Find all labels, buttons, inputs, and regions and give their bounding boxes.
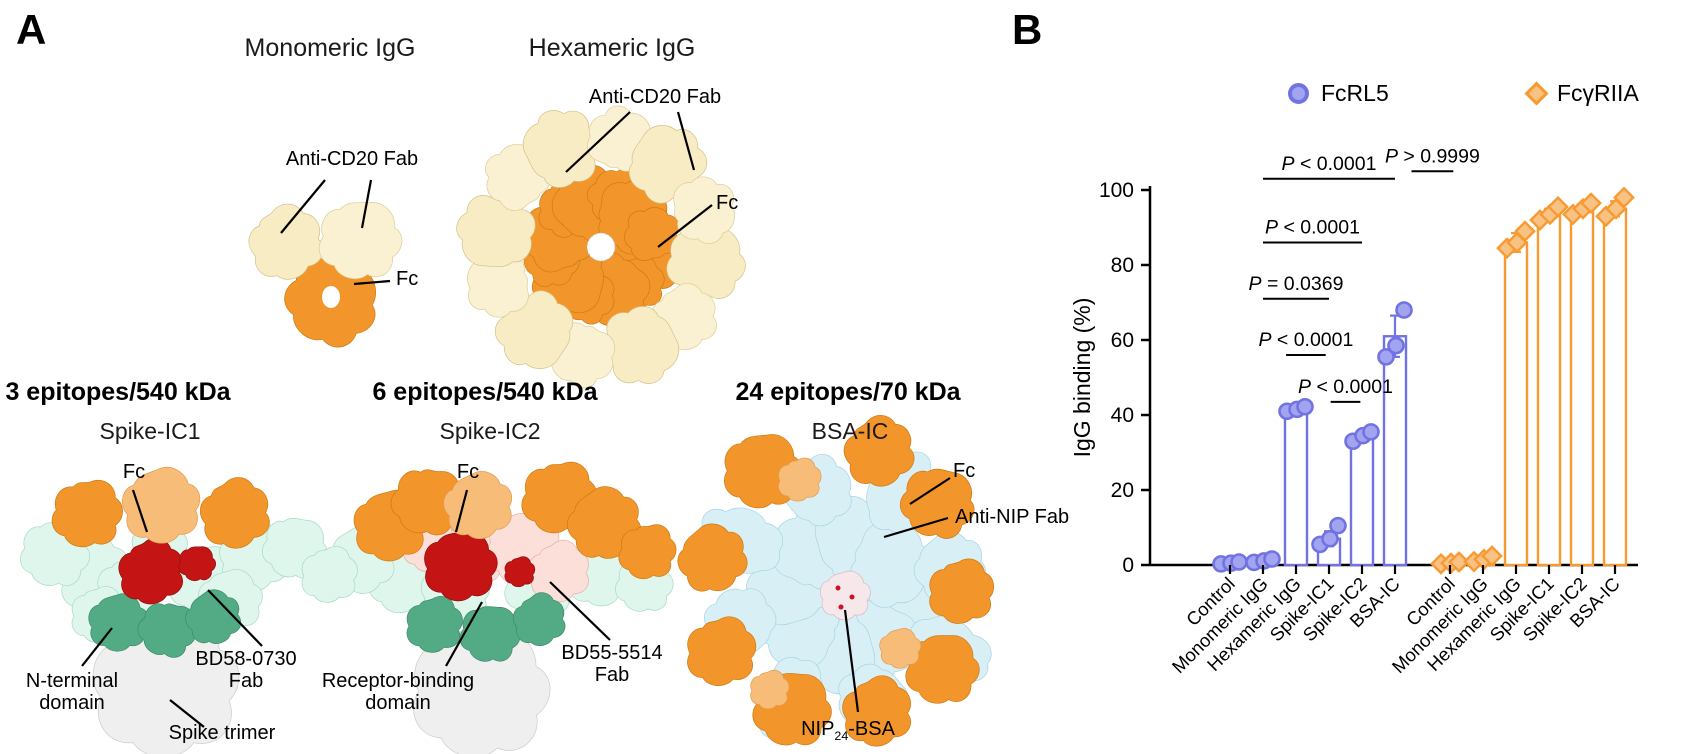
- point-FcγRIIA-Spike-IC2: [1580, 192, 1602, 215]
- bar-FcRL5-Hexameric IgG: [1283, 408, 1309, 567]
- ic1-bd58-fab-label: BD58-0730 Fab: [195, 648, 297, 693]
- p-value-label: P > 0.9999: [1385, 145, 1480, 167]
- point-FcRL5-Monomeric IgG: [1263, 550, 1281, 568]
- ic1-spike-trimer-label: Spike trimer: [168, 722, 276, 744]
- point-FcRL5-BSA-IC: [1387, 336, 1405, 355]
- bar-FcγRIIA-BSA-IC: [1602, 207, 1628, 567]
- point-FcγRIIA-Monomeric IgG: [1481, 545, 1503, 567]
- ic1-ntd-label: N-terminal domain: [25, 670, 119, 715]
- nip-suffix: -BSA: [848, 718, 895, 740]
- panel-b-letter: B: [1012, 6, 1043, 53]
- bar-FcγRIIA-Spike-IC2: [1569, 207, 1595, 567]
- legend-item-fcrl5: FcRL5: [1288, 80, 1389, 107]
- bsa-anti-nip-fab-label: Anti-NIP Fab: [955, 506, 1070, 528]
- hexameric-igg-title: Hexameric IgG: [528, 34, 696, 62]
- point-FcRL5-BSA-IC: [1395, 301, 1413, 319]
- point-FcγRIIA-Spike-IC1: [1547, 195, 1569, 218]
- y-tick-label: 100: [1099, 179, 1134, 202]
- hex-anti-cd20-fab-label: Anti-CD20 Fab: [588, 86, 722, 108]
- mono-fc-label: Fc: [396, 268, 419, 290]
- point-FcRL5-Spike-IC1: [1329, 516, 1347, 535]
- ic2-bd55-fab-label: BD55-5514 Fab: [561, 642, 663, 687]
- p-value-label: P < 0.0001: [1298, 376, 1393, 398]
- spike-ic2-title: Spike-IC2: [439, 418, 541, 444]
- y-tick-label: 60: [1111, 329, 1134, 352]
- bsa-ic-structure: [666, 406, 1002, 754]
- bsa-ic-title: BSA-IC: [811, 418, 889, 444]
- legend-label-fcgriia: FcγRIIA: [1557, 80, 1639, 106]
- ic1-fc-label: Fc: [122, 461, 146, 483]
- p-value-label: P < 0.0001: [1258, 329, 1353, 351]
- bsa-ic-heading: 24 epitopes/70 kDa: [735, 378, 961, 406]
- spike-ic2-heading: 6 epitopes/540 kDa: [372, 378, 598, 406]
- point-FcRL5-BSA-IC: [1377, 348, 1395, 366]
- y-tick-label: 20: [1111, 479, 1134, 502]
- spike-ic1-heading: 3 epitopes/540 kDa: [5, 378, 231, 406]
- bar-FcγRIIA-Hexameric IgG: [1503, 241, 1529, 567]
- bar-FcRL5-Spike-IC2: [1349, 434, 1375, 567]
- spike-ic1-title: Spike-IC1: [99, 418, 201, 444]
- monomeric-igg-structure: [238, 189, 412, 366]
- monomeric-igg-title: Monomeric IgG: [244, 34, 416, 62]
- y-tick-label: 80: [1111, 254, 1134, 277]
- legend-item-fcgriia: FcγRIIA: [1524, 80, 1639, 107]
- nip-prefix: NIP: [801, 718, 835, 740]
- molecular-diagram: [11, 93, 1002, 754]
- bsa-nip-bsa-label: NIP24-BSA: [801, 718, 895, 744]
- y-tick-label: 0: [1122, 554, 1134, 577]
- p-value-label: P < 0.0001: [1282, 153, 1377, 175]
- bar-FcRL5-BSA-IC: [1382, 335, 1408, 567]
- point-FcRL5-Hexameric IgG: [1296, 397, 1314, 416]
- nip-subscript: 24: [834, 729, 849, 743]
- point-FcγRIIA-Hexameric IgG: [1514, 220, 1536, 243]
- point-FcRL5-Control: [1230, 553, 1248, 571]
- p-value-label: P < 0.0001: [1265, 217, 1360, 239]
- fcrl5-circle-marker-icon: [1288, 83, 1309, 104]
- ic2-fc-label: Fc: [456, 461, 480, 483]
- ic2-rbd-label: Receptor-binding domain: [321, 670, 475, 715]
- point-FcγRIIA-BSA-IC: [1613, 186, 1635, 209]
- bar-FcγRIIA-Spike-IC1: [1536, 213, 1562, 567]
- leader-lines: [81, 111, 951, 728]
- y-axis-title: IgG binding (%): [1069, 298, 1095, 458]
- mono-anti-cd20-fab-label: Anti-CD20 Fab: [285, 148, 419, 170]
- legend-label-fcrl5: FcRL5: [1321, 80, 1389, 106]
- bsa-fc-label: Fc: [953, 460, 976, 482]
- p-value-label: P = 0.0369: [1249, 273, 1344, 295]
- y-tick-label: 40: [1111, 404, 1134, 427]
- point-FcRL5-Spike-IC2: [1362, 423, 1380, 441]
- point-FcγRIIA-Control: [1448, 551, 1470, 573]
- panel-a-letter: A: [16, 6, 47, 53]
- fcgriia-diamond-marker-icon: [1524, 81, 1549, 106]
- hex-fc-label: Fc: [716, 192, 739, 214]
- point-FcRL5-Spike-IC1: [1321, 529, 1339, 548]
- hexameric-igg-structure: [445, 93, 757, 401]
